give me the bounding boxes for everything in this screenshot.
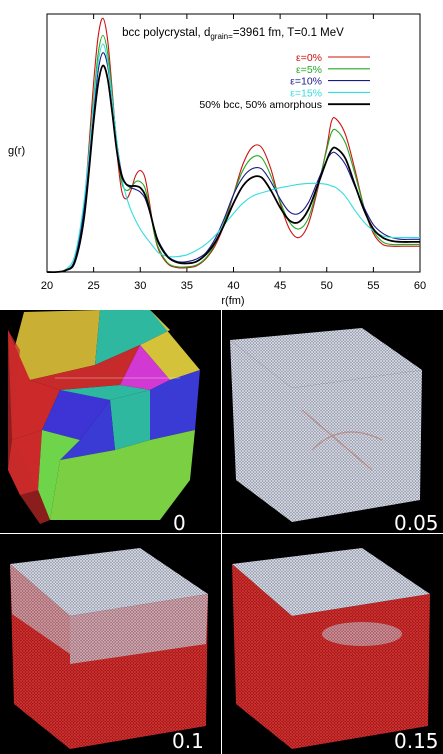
x-tick-label: 60 xyxy=(414,280,426,292)
series-layer xyxy=(46,17,420,274)
x-tick-label: 20 xyxy=(41,280,53,292)
x-tick-label: 30 xyxy=(134,280,146,292)
legend: ε=0%ε=5%ε=10%ε=15%50% bcc, 50% amorphous xyxy=(199,52,370,111)
strain-label: 0.05 xyxy=(394,511,439,533)
x-tick-label: 40 xyxy=(227,280,239,292)
series-line-0 xyxy=(46,17,420,273)
legend-label: ε=0% xyxy=(296,52,322,64)
series-line-4 xyxy=(46,64,420,274)
x-tick-label: 35 xyxy=(181,280,193,292)
strain-label: 0.1 xyxy=(172,729,204,753)
x-tick-label: 45 xyxy=(274,280,286,292)
x-tick-label: 55 xyxy=(367,280,379,292)
snapshot-strain-0.15: 0.15 xyxy=(222,534,443,754)
series-line-3 xyxy=(46,43,420,273)
x-axis-label: r(fm) xyxy=(221,295,244,307)
chart-title: bcc polycrystal, dgrain==3961 fm, T=0.1 … xyxy=(122,27,344,41)
gr-plot-svg: bcc polycrystal, dgrain==3961 fm, T=0.1 … xyxy=(8,13,426,307)
y-axis-label: g(r) xyxy=(8,145,25,157)
tick-layer: 20 25 30 35 40 45 50 55 60 xyxy=(41,14,426,292)
strain-0.15-image xyxy=(232,548,430,749)
polycrystal-grains-image xyxy=(4,310,205,524)
legend-label: 50% bcc, 50% amorphous xyxy=(199,99,322,111)
series-line-2 xyxy=(46,52,420,273)
strain-label: 0.15 xyxy=(394,729,439,753)
snapshot-panels: 0 0.05 xyxy=(0,310,443,754)
gr-plot: bcc polycrystal, dgrain==3961 fm, T=0.1 … xyxy=(0,0,443,310)
legend-label: ε=5% xyxy=(296,64,322,76)
x-tick-label: 25 xyxy=(88,280,100,292)
strain-0.1-image xyxy=(10,548,208,749)
snapshot-strain-0.05: 0.05 xyxy=(222,310,443,533)
legend-label: ε=10% xyxy=(290,76,322,88)
snapshot-strain-0.1: 0.1 xyxy=(0,534,221,754)
snapshot-strain-0: 0 xyxy=(0,310,221,533)
x-tick-label: 50 xyxy=(321,280,333,292)
strain-0.05-image xyxy=(230,328,422,522)
legend-label: ε=15% xyxy=(290,87,322,99)
series-line-1 xyxy=(46,34,420,273)
strain-label: 0 xyxy=(173,511,186,533)
